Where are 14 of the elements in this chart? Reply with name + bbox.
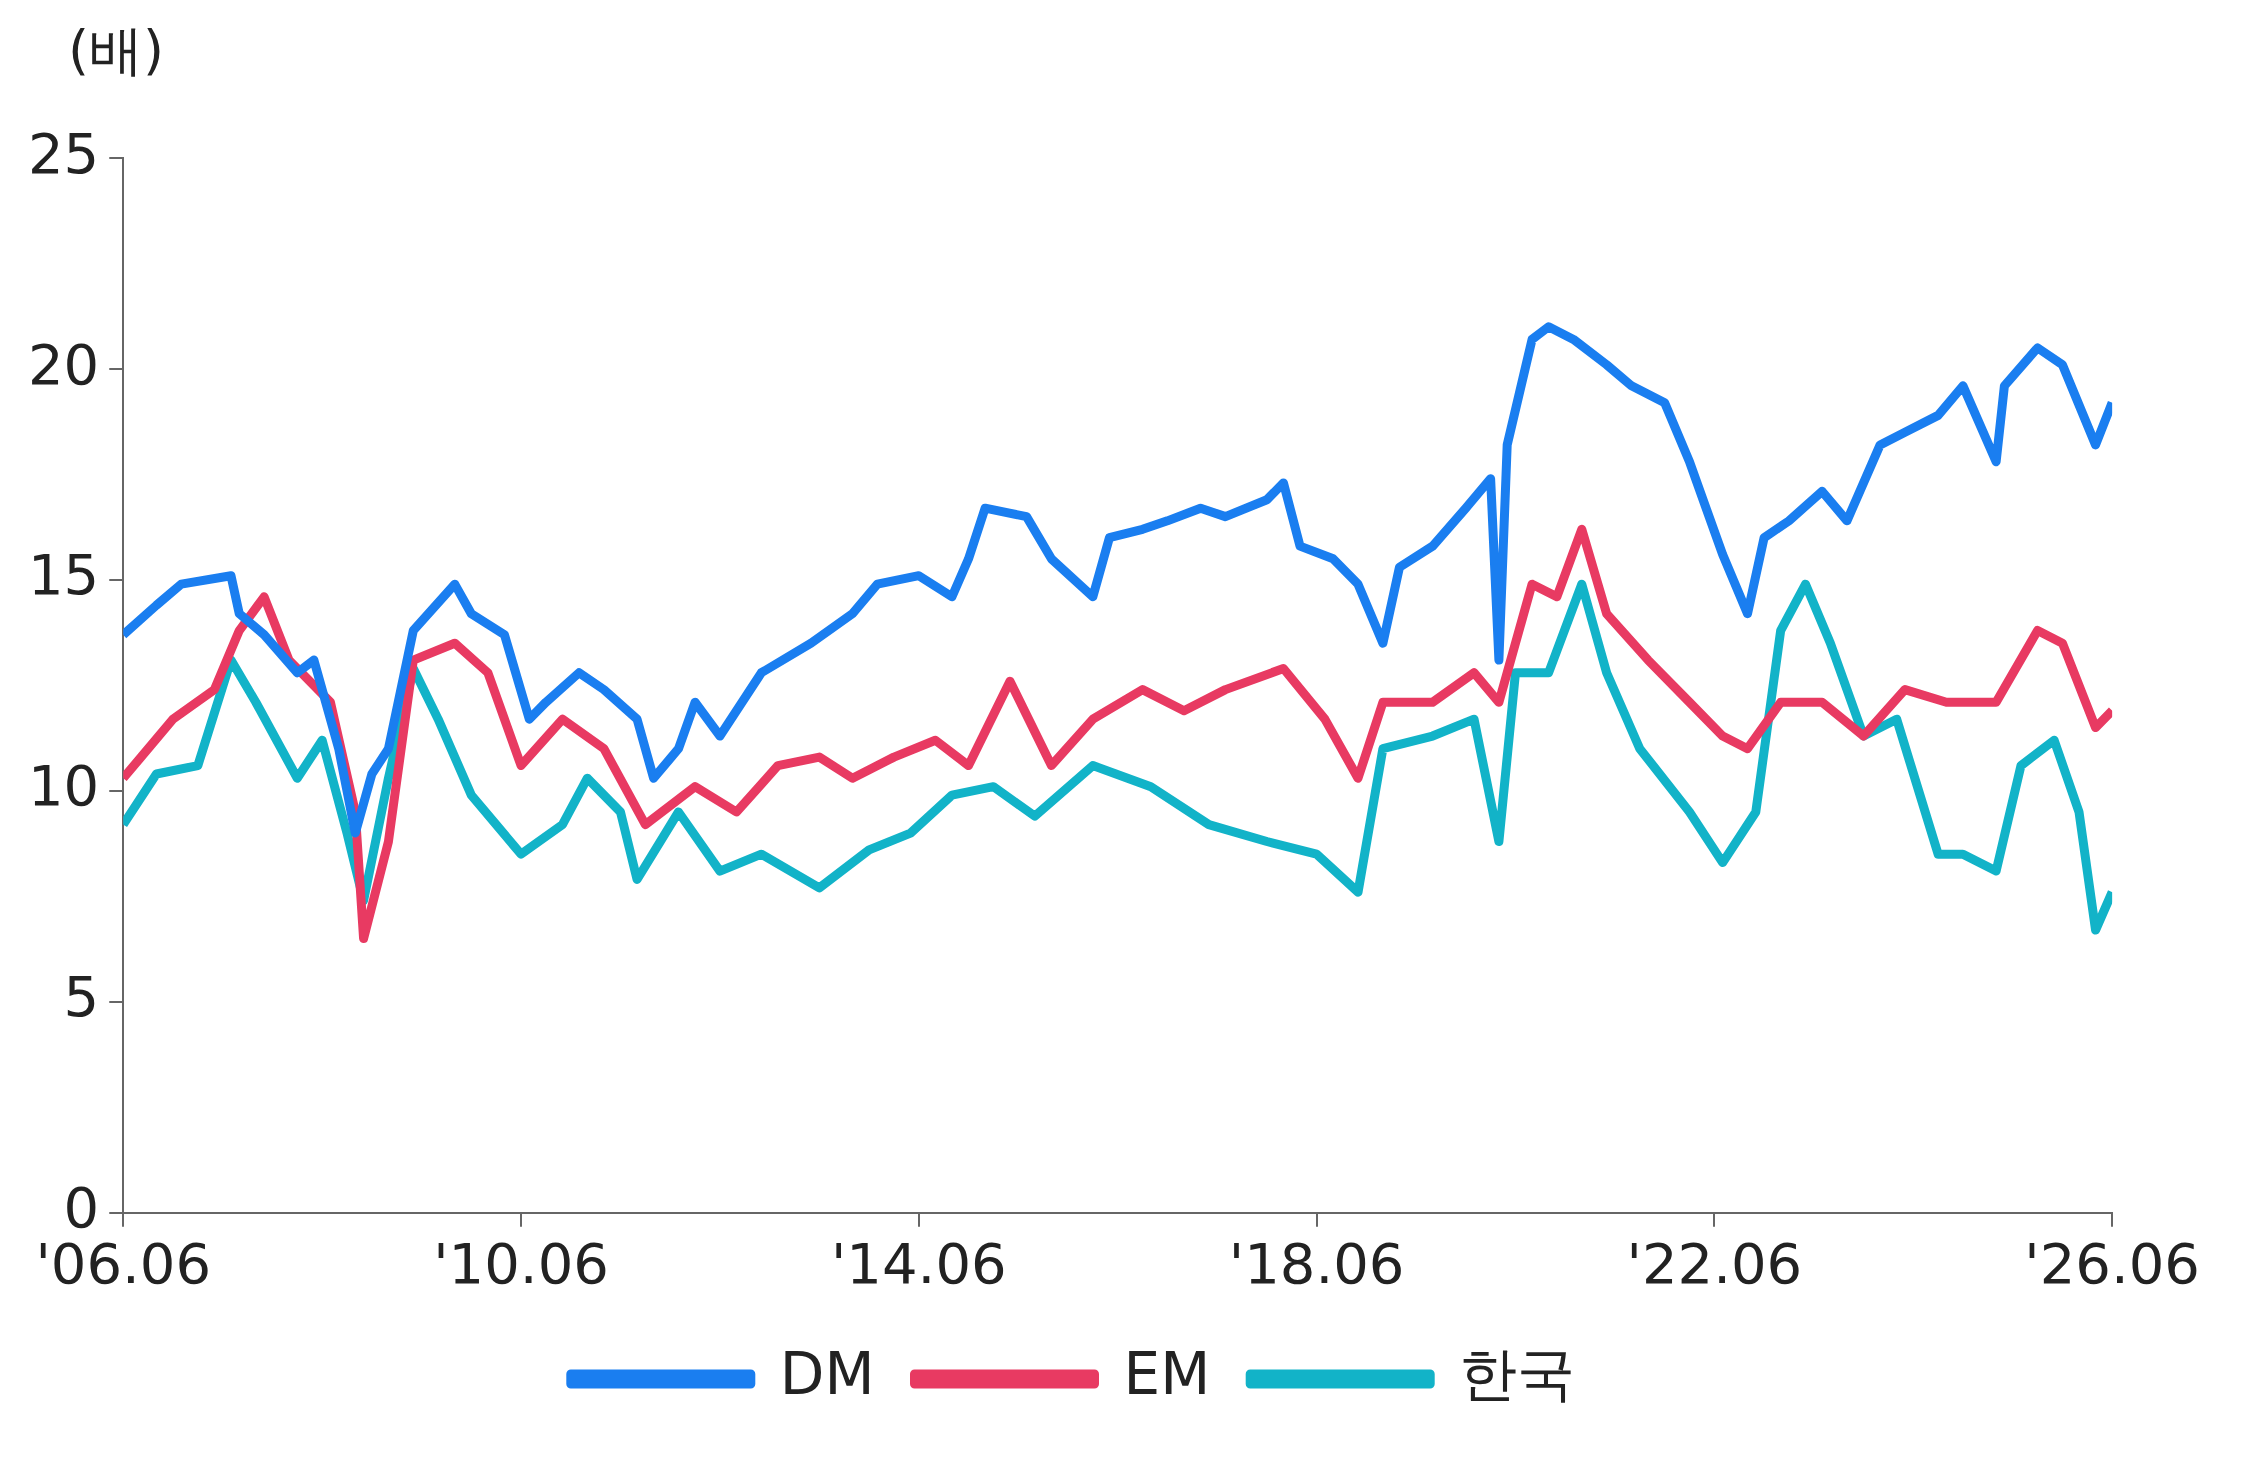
y-tick-label: 10 [27,753,100,819]
legend-label: 한국 [1459,1340,1576,1409]
x-tick-label: '26.06 [2024,1230,2200,1296]
x-tick-label: '18.06 [1228,1230,1405,1296]
y-tick-label: 15 [27,542,100,608]
x-tick-label: '10.06 [433,1230,609,1296]
y-tick-label: 5 [63,964,100,1030]
legend-label: EM [1123,1340,1211,1409]
y-axis-title: (배) [68,19,165,83]
x-tick-label: '14.06 [830,1230,1007,1296]
y-tick-label: 20 [27,331,100,397]
legend-label: DM [779,1340,875,1409]
x-tick-label: '22.06 [1626,1230,1803,1296]
y-tick-label: 25 [27,120,100,186]
